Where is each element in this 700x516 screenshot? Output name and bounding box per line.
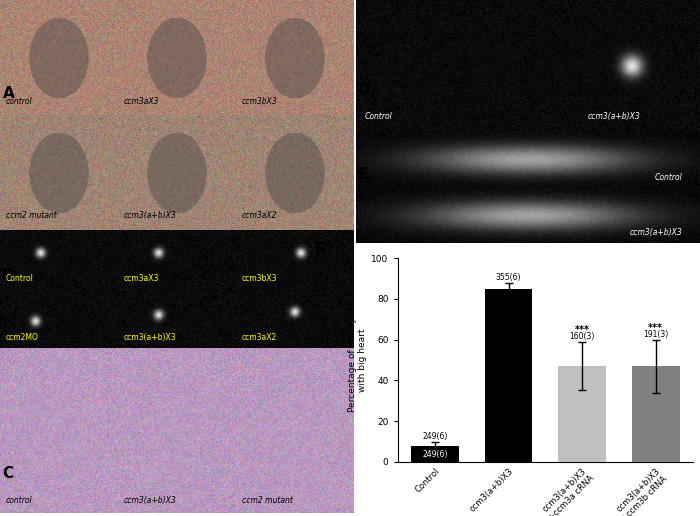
Text: ccm2 mutant: ccm2 mutant xyxy=(6,212,57,220)
Text: 160(3): 160(3) xyxy=(569,332,595,341)
Text: ccm2 mutant: ccm2 mutant xyxy=(241,496,293,505)
Bar xyxy=(631,366,680,462)
Text: Control: Control xyxy=(655,172,682,182)
Text: ccm3(a+b)X3: ccm3(a+b)X3 xyxy=(587,112,640,121)
Text: A: A xyxy=(3,86,15,101)
Text: Control: Control xyxy=(6,274,34,283)
Text: ccm3(a+b)X3: ccm3(a+b)X3 xyxy=(124,212,176,220)
Text: ccm3aX2: ccm3aX2 xyxy=(241,333,276,343)
Y-axis label: Percentage of embryos
with big heart: Percentage of embryos with big heart xyxy=(348,308,368,412)
Bar xyxy=(484,288,533,462)
Text: ccm2MO: ccm2MO xyxy=(6,333,38,343)
Bar xyxy=(411,445,459,462)
Text: ccm3(a+b)X3: ccm3(a+b)X3 xyxy=(124,333,176,343)
Text: ccm3(a+b)X3: ccm3(a+b)X3 xyxy=(124,496,176,505)
Text: Control: Control xyxy=(364,112,392,121)
Text: ccm3bX3: ccm3bX3 xyxy=(241,274,277,283)
Bar xyxy=(558,366,606,462)
Text: F: F xyxy=(315,241,326,256)
Text: control: control xyxy=(6,496,32,505)
Text: 249(6): 249(6) xyxy=(422,450,447,459)
Text: ccm3aX2: ccm3aX2 xyxy=(241,212,277,220)
Text: ccm3aX3: ccm3aX3 xyxy=(124,274,159,283)
Text: ***: *** xyxy=(648,324,663,333)
Text: 191(3): 191(3) xyxy=(643,330,668,338)
Text: D: D xyxy=(358,82,370,96)
Text: ccm3(a+b)X3: ccm3(a+b)X3 xyxy=(630,228,682,237)
Text: ccm3aX3: ccm3aX3 xyxy=(124,96,159,106)
Text: C: C xyxy=(2,466,13,481)
Text: 355(6): 355(6) xyxy=(496,273,522,282)
Text: B: B xyxy=(2,268,14,283)
Text: E: E xyxy=(358,167,368,182)
Text: ccm3bX3: ccm3bX3 xyxy=(241,96,277,106)
Text: control: control xyxy=(6,96,32,106)
Text: ***: *** xyxy=(575,326,589,335)
Text: 249(6): 249(6) xyxy=(422,432,447,441)
